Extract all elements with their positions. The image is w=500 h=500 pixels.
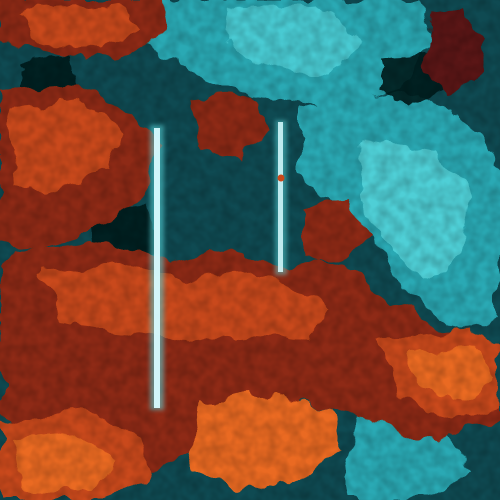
needle-right — [278, 122, 283, 272]
needle-streaks — [150, 120, 287, 410]
needle-left — [154, 128, 160, 408]
needle-right-red-dot — [277, 174, 285, 182]
